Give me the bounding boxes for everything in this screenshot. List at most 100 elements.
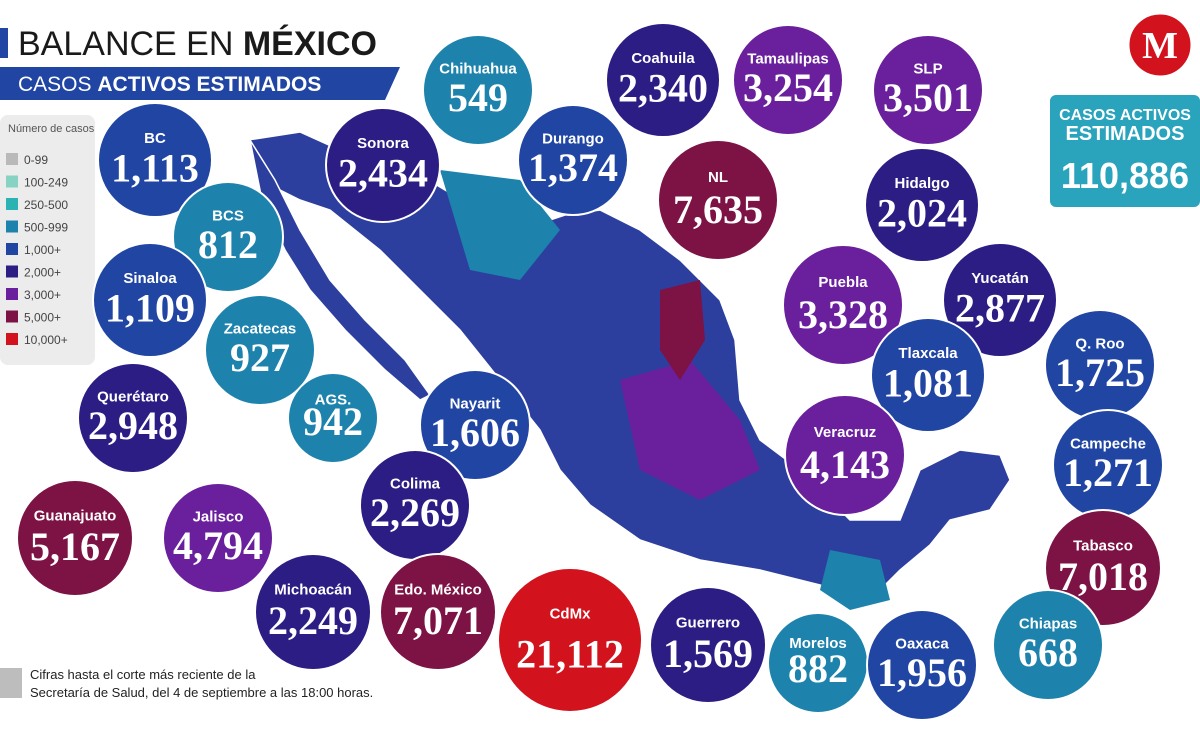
legend-swatch: [6, 198, 18, 210]
footnote-line: Cifras hasta el corte más reciente de la: [30, 667, 256, 682]
state-circle: [605, 22, 721, 138]
state-name: Guanajuato: [34, 508, 117, 525]
state-value: 2,249: [268, 598, 358, 643]
state-circle: [287, 372, 379, 464]
subtitle-bold: ACTIVOS ESTIMADOS: [97, 73, 321, 96]
state-value: 1,606: [430, 410, 520, 455]
legend-label: 3,000+: [24, 288, 61, 302]
state-value: 7,635: [673, 187, 763, 232]
state-value: 5,167: [30, 524, 120, 569]
state-name: Guerrero: [676, 615, 740, 632]
state-circle: [517, 104, 629, 216]
state-circle: [16, 479, 134, 597]
state-circle: [870, 317, 986, 433]
state-name: CdMx: [550, 605, 591, 622]
state-value: 1,569: [663, 631, 753, 676]
state-name: Oaxaca: [895, 636, 949, 653]
state-circle: [732, 24, 844, 136]
state-value: 882: [788, 646, 848, 691]
state-value: 549: [448, 75, 508, 120]
state-circle: [162, 482, 274, 594]
state-value: 2,269: [370, 490, 460, 535]
map-region: [620, 360, 760, 500]
state-value: 927: [230, 335, 290, 380]
state-value: 3,254: [743, 65, 833, 110]
state-value: 1,725: [1055, 350, 1145, 395]
state-value: 4,143: [800, 442, 890, 487]
state-name: Veracruz: [814, 424, 877, 441]
baja-peninsula: [249, 139, 432, 401]
state-value: 3,328: [798, 292, 888, 337]
legend-swatch: [6, 265, 18, 278]
state-value: 2,024: [877, 191, 967, 236]
state-circle: [204, 294, 316, 406]
map-region: [820, 550, 890, 610]
state-value: 21,112: [516, 631, 624, 676]
legend-label: 5,000+: [24, 311, 61, 325]
legend-swatch: [6, 243, 18, 255]
state-circle: [77, 362, 189, 474]
state-name: Sinaloa: [123, 270, 177, 287]
legend-swatch: [6, 153, 18, 165]
state-name: Jalisco: [193, 509, 244, 526]
state-name: Edo. México: [394, 582, 482, 599]
legend-label: 1,000+: [24, 243, 61, 257]
logo-text: M: [1142, 25, 1178, 67]
state-name: Campeche: [1070, 436, 1146, 453]
footnote-line: Secretaría de Salud, del 4 de septiembre…: [30, 685, 373, 700]
state-value: 942: [303, 399, 363, 444]
state-value: 1,374: [528, 145, 618, 190]
state-circle: [942, 242, 1058, 358]
state-circle: [254, 553, 372, 671]
title-bold: MÉXICO: [243, 25, 377, 63]
state-value: 7,018: [1058, 554, 1148, 599]
state-circle: [97, 102, 213, 218]
state-name: Tlaxcala: [898, 345, 958, 362]
total-label: CASOS ACTIVOS ESTIMADOS: [1059, 107, 1191, 145]
legend-label: 0-99: [24, 153, 48, 167]
state-circle: [864, 147, 980, 263]
legend-label: 2,000+: [24, 266, 61, 280]
state-name: Yucatán: [971, 270, 1029, 287]
state-circle: [784, 394, 906, 516]
state-value: 1,113: [111, 146, 199, 191]
total-value: 110,886: [1061, 155, 1189, 196]
footnote-marker: [0, 668, 22, 698]
state-name: Querétaro: [97, 389, 169, 406]
state-value: 668: [1018, 630, 1078, 675]
state-name: BC: [144, 130, 166, 147]
logo: [1126, 11, 1194, 79]
state-value: 7,071: [393, 598, 483, 643]
state-value: 2,434: [338, 151, 428, 196]
state-name: Coahuila: [631, 50, 695, 67]
state-circle: [992, 589, 1104, 701]
state-value: 1,271: [1063, 450, 1153, 495]
subtitle: CASOS ACTIVOS ESTIMADOS: [18, 73, 321, 96]
legend-label: 250-500: [24, 198, 68, 212]
legend-label: 500-999: [24, 221, 68, 235]
state-name: NL: [708, 169, 728, 186]
state-circle: [422, 34, 534, 146]
total-box: [1050, 95, 1200, 207]
state-circle: [657, 139, 779, 261]
map-region: [440, 170, 560, 280]
state-value: 4,794: [173, 523, 263, 568]
subtitle-band: [0, 67, 400, 100]
state-name: BCS: [212, 208, 244, 225]
legend-swatch: [6, 220, 18, 233]
legend-label: 100-249: [24, 176, 68, 190]
state-name: Zacatecas: [224, 321, 297, 338]
state-name: Chihuahua: [439, 61, 517, 78]
legend-panel: [0, 115, 95, 365]
state-circle: [379, 553, 497, 671]
total-label-line: ESTIMADOS: [1066, 123, 1185, 145]
state-circle: [172, 181, 284, 293]
legend-label: 10,000+: [24, 333, 68, 347]
state-value: 3,501: [883, 75, 973, 120]
state-value: 812: [198, 222, 258, 267]
legend-swatch: [6, 288, 18, 300]
state-circle: [92, 242, 208, 358]
state-circle: [419, 369, 531, 481]
legend-swatch: [6, 333, 18, 345]
legend-swatch: [6, 310, 18, 323]
